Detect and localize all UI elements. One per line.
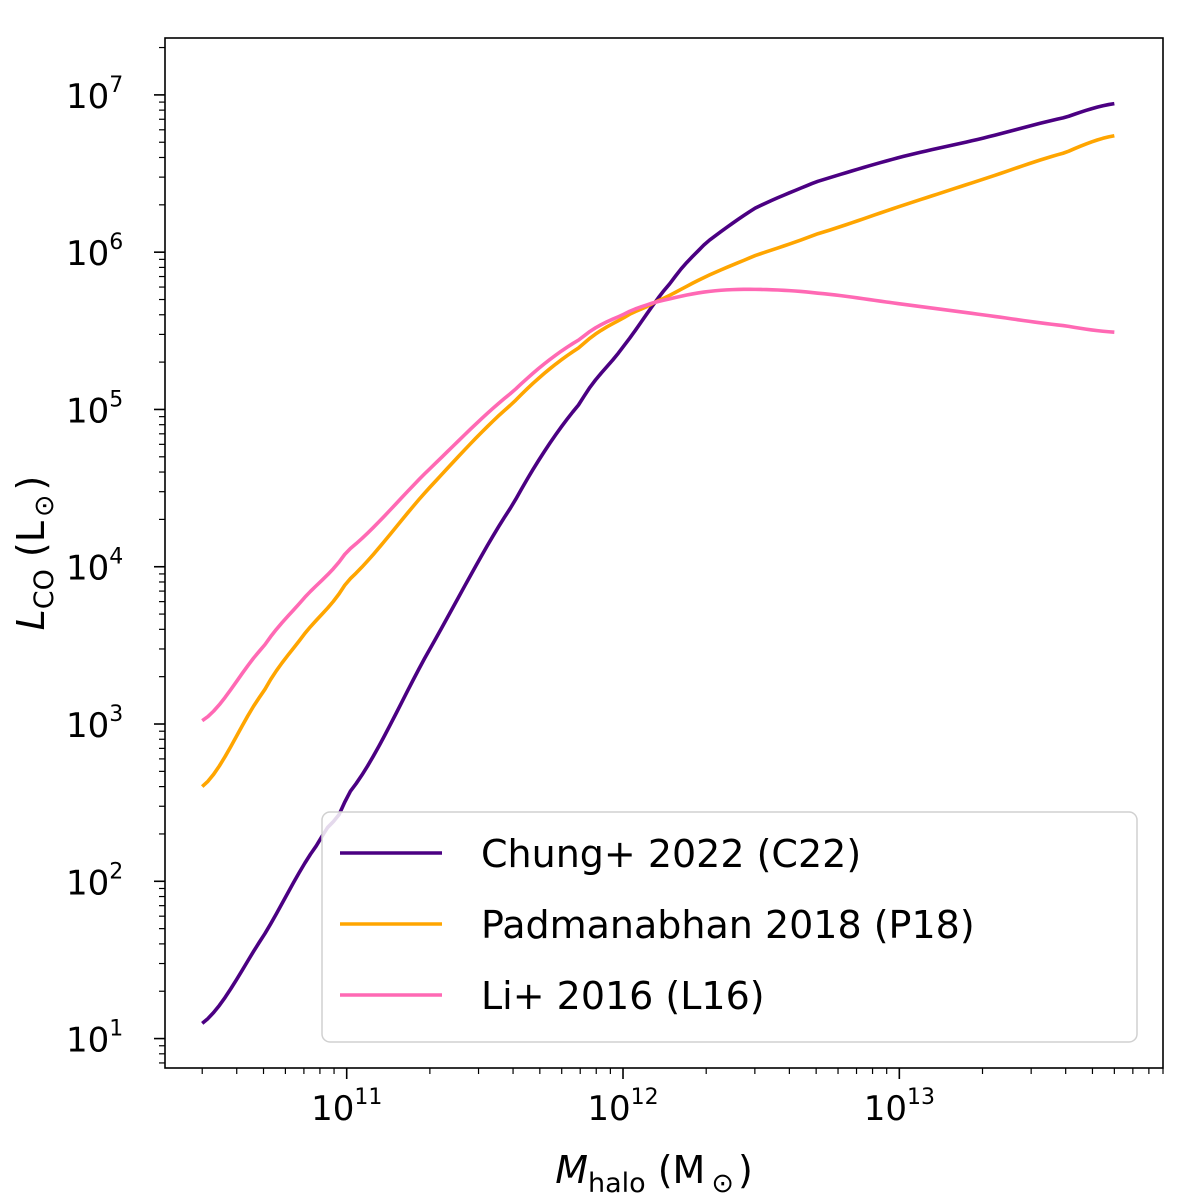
y-axis-label: LCO(L⊙) xyxy=(9,476,60,631)
y-tick-label: 107 xyxy=(66,73,123,117)
major-ticks: 1011 1012 1013 101 102 103 104 105 106 107 xyxy=(66,73,935,1129)
y-tick-label: 102 xyxy=(66,859,123,903)
minor-ticks xyxy=(159,46,1164,1074)
y-tick-label: 105 xyxy=(66,387,123,431)
y-tick-label: 103 xyxy=(66,702,123,746)
series-line-1 xyxy=(200,133,1115,788)
y-tick-label: 101 xyxy=(66,1017,123,1061)
y-tick-label: 104 xyxy=(66,545,123,589)
x-tick-label: 1011 xyxy=(311,1085,382,1129)
x-tick-label: 1013 xyxy=(864,1085,935,1129)
y-tick-label: 106 xyxy=(66,230,123,274)
legend-label-0: Chung+ 2022 (C22) xyxy=(481,832,861,876)
legend-frame xyxy=(321,811,1138,1043)
series-line-2 xyxy=(201,287,1115,723)
plot-frame xyxy=(164,37,1164,1069)
x-axis-label: Mhalo (M ⊙) xyxy=(555,1148,753,1199)
series-line-0 xyxy=(201,101,1115,1025)
legend-label-1: Padmanabhan 2018 (P18) xyxy=(481,903,975,947)
legend: Chung+ 2022 (C22) Padmanabhan 2018 (P18) L… xyxy=(321,811,1138,1043)
series-layer xyxy=(200,101,1115,1025)
legend-label-2: Li+ 2016 (L16) xyxy=(481,974,765,1018)
x-tick-label: 1012 xyxy=(587,1085,658,1129)
